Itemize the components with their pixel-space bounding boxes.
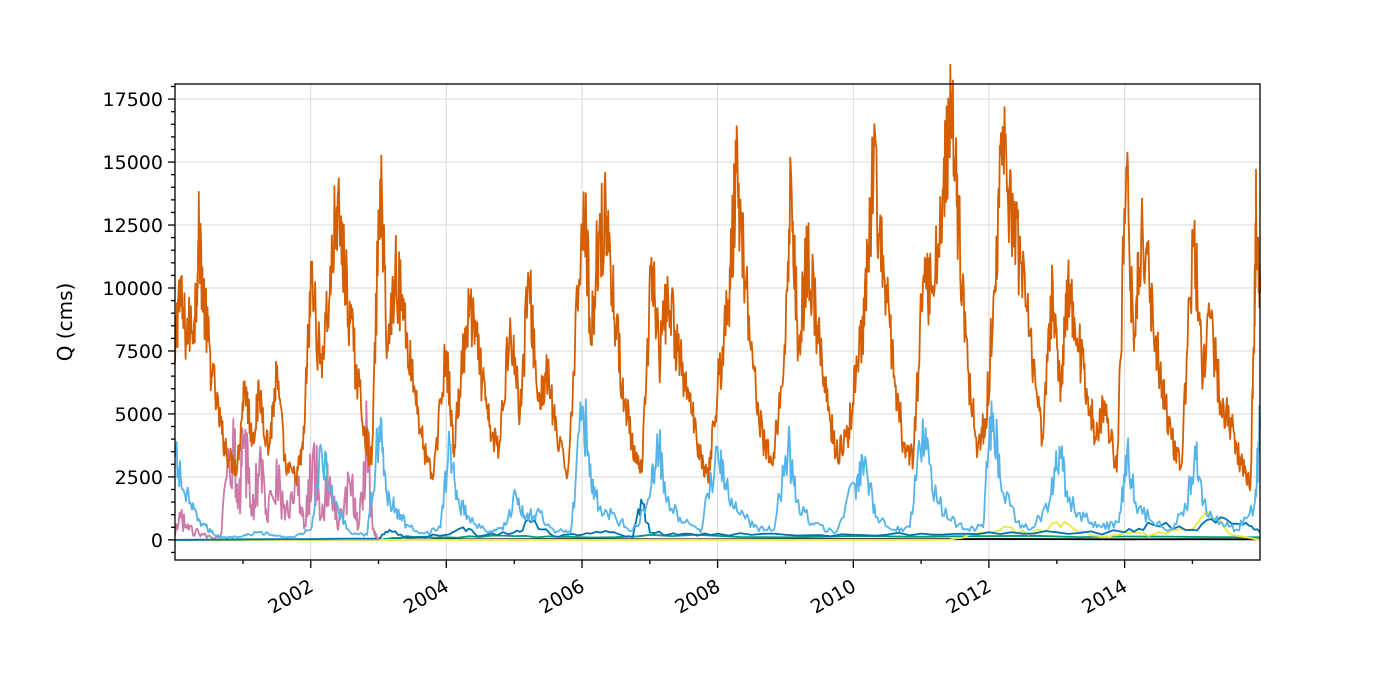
- y-tick-label: 2500: [115, 467, 163, 489]
- y-axis-label: Q (cms): [53, 283, 77, 362]
- x-tick-label: 2002: [264, 575, 317, 618]
- grid: [175, 84, 1260, 560]
- y-tick-label: 7500: [115, 341, 163, 363]
- x-tick-label: 2008: [671, 575, 724, 618]
- x-tick-label: 2006: [536, 575, 589, 618]
- x-tick-label: 2004: [400, 575, 453, 618]
- y-tick-label: 5000: [115, 404, 163, 426]
- y-tick-label: 10000: [103, 278, 163, 300]
- x-tick-label: 2014: [1078, 575, 1131, 618]
- series-line-2: [175, 401, 379, 540]
- x-tick-label: 2012: [943, 575, 996, 618]
- y-tick-label: 0: [151, 530, 163, 552]
- x-tick-label: 2010: [807, 575, 860, 618]
- y-tick-label: 15000: [103, 152, 163, 174]
- y-tick-label: 17500: [103, 89, 163, 111]
- y-tick-label: 12500: [103, 215, 163, 237]
